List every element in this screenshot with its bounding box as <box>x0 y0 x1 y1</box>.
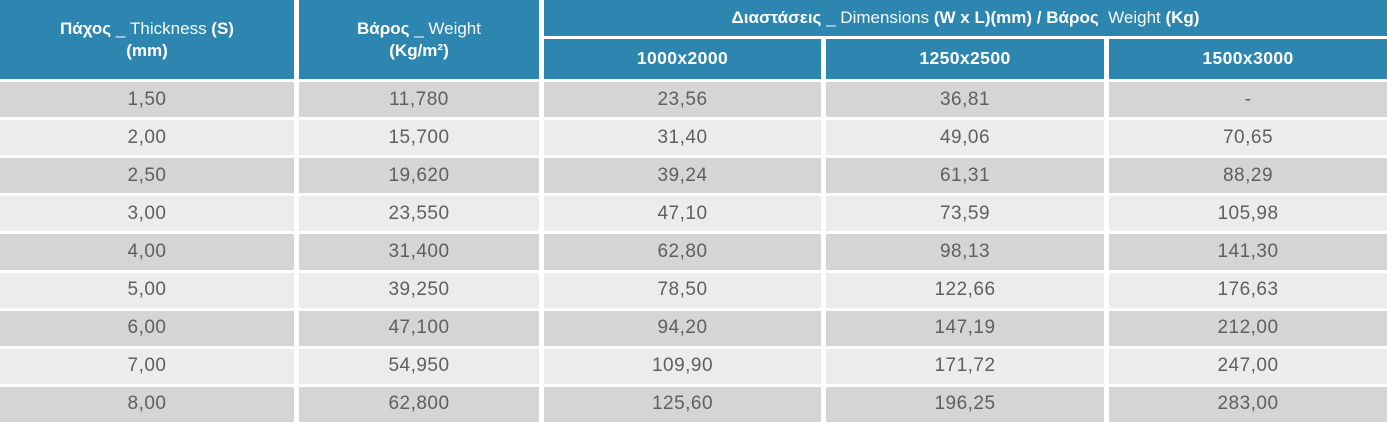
table-cell: 1,50 <box>0 82 294 118</box>
table-cell: 54,950 <box>299 348 539 384</box>
table-cell: 62,80 <box>544 234 821 270</box>
table-cell: 88,29 <box>1109 158 1387 194</box>
table-row: 2,50 19,620 39,24 61,31 88,29 <box>0 158 1387 194</box>
col-header-weight: Βάρος _ Weight (Kg/m²) <box>299 0 539 79</box>
table-cell: 31,40 <box>544 120 821 156</box>
table-cell: 4,00 <box>0 234 294 270</box>
table-row: 3,00 23,550 47,10 73,59 105,98 <box>0 196 1387 232</box>
header-text-light: _ Thickness <box>111 19 212 39</box>
table-row: 5,00 39,250 78,50 122,66 176,63 <box>0 272 1387 308</box>
table-cell: 2,50 <box>0 158 294 194</box>
table-cell: 47,10 <box>544 196 821 232</box>
table-cell: 23,550 <box>299 196 539 232</box>
header-text-bold: (Kg) <box>1165 8 1200 28</box>
table-cell: 11,780 <box>299 82 539 118</box>
col-header-thickness-line1: Πάχος _ Thickness (S) <box>4 18 290 39</box>
table-cell: 141,30 <box>1109 234 1387 270</box>
table-cell: 98,13 <box>826 234 1104 270</box>
col-header-thickness-line2: (mm) <box>4 40 290 61</box>
table-cell: 147,19 <box>826 310 1104 346</box>
col-header-dimensions: Διαστάσεις _ Dimensions (W x L)(mm) / Βά… <box>544 0 1387 36</box>
header-text-light: _ Weight <box>409 19 481 39</box>
table-cell: 39,24 <box>544 158 821 194</box>
table-cell: 3,00 <box>0 196 294 232</box>
col-header-1500x3000: 1500x3000 <box>1109 39 1387 79</box>
table-row: 6,00 47,100 94,20 147,19 212,00 <box>0 310 1387 346</box>
table-cell: 2,00 <box>0 120 294 156</box>
header-text-bold: Βάρος <box>357 19 410 39</box>
header-text-bold: Διαστάσεις <box>731 8 822 28</box>
table-cell: 8,00 <box>0 386 294 422</box>
table-cell: 5,00 <box>0 272 294 308</box>
table-row: 2,00 15,700 31,40 49,06 70,65 <box>0 120 1387 156</box>
table-cell: 105,98 <box>1109 196 1387 232</box>
table-cell: 49,06 <box>826 120 1104 156</box>
table-cell: 6,00 <box>0 310 294 346</box>
table-cell: 94,20 <box>544 310 821 346</box>
table-cell: 283,00 <box>1109 386 1387 422</box>
table-cell: 176,63 <box>1109 272 1387 308</box>
col-header-dimensions-line1: Διαστάσεις _ Dimensions (W x L)(mm) / Βά… <box>548 7 1383 28</box>
table-cell: 39,250 <box>299 272 539 308</box>
table-cell: 247,00 <box>1109 348 1387 384</box>
col-header-weight-line1: Βάρος _ Weight <box>303 18 535 39</box>
table-cell: 47,100 <box>299 310 539 346</box>
table-cell: 36,81 <box>826 82 1104 118</box>
table-cell: 61,31 <box>826 158 1104 194</box>
header-text-light: Weight <box>1098 8 1166 28</box>
table-cell: 78,50 <box>544 272 821 308</box>
table-cell: 7,00 <box>0 348 294 384</box>
table-cell: 31,400 <box>299 234 539 270</box>
table-row: 8,00 62,800 125,60 196,25 283,00 <box>0 386 1387 422</box>
col-header-1000x2000: 1000x2000 <box>544 39 821 79</box>
table-cell: 70,65 <box>1109 120 1387 156</box>
table-cell: 23,56 <box>544 82 821 118</box>
table-cell: - <box>1109 82 1387 118</box>
table-cell: 109,90 <box>544 348 821 384</box>
table-cell: 122,66 <box>826 272 1104 308</box>
table-body: 1,50 11,780 23,56 36,81-2,00 15,700 31,40 49,0… <box>0 82 1387 422</box>
table-row: 1,50 11,780 23,56 36,81- <box>0 82 1387 118</box>
col-header-weight-line2: (Kg/m²) <box>303 40 535 61</box>
table-cell: 15,700 <box>299 120 539 156</box>
table-cell: 73,59 <box>826 196 1104 232</box>
table-row: 7,00 54,950 109,90 171,72 247,00 <box>0 348 1387 384</box>
header-text-bold: (W x L)(mm) / Βάρος <box>933 8 1099 28</box>
col-header-thickness: Πάχος _ Thickness (S) (mm) <box>0 0 294 79</box>
table-row: 4,00 31,400 62,80 98,13 141,30 <box>0 234 1387 270</box>
col-header-1250x2500: 1250x2500 <box>826 39 1104 79</box>
header-text-bold: (Kg/m²) <box>389 40 449 60</box>
header-text-bold: Πάχος <box>60 19 112 39</box>
table-cell: 212,00 <box>1109 310 1387 346</box>
header-text-bold: (mm) <box>126 40 168 60</box>
table-cell: 62,800 <box>299 386 539 422</box>
table-cell: 196,25 <box>826 386 1104 422</box>
table-header: Πάχος _ Thickness (S) (mm) Βάρος _ Weigh… <box>0 0 1387 79</box>
table-cell: 171,72 <box>826 348 1104 384</box>
table-cell: 125,60 <box>544 386 821 422</box>
table-cell: 19,620 <box>299 158 539 194</box>
header-text-bold: (S) <box>211 19 234 39</box>
header-text-light: _ Dimensions <box>821 8 934 28</box>
